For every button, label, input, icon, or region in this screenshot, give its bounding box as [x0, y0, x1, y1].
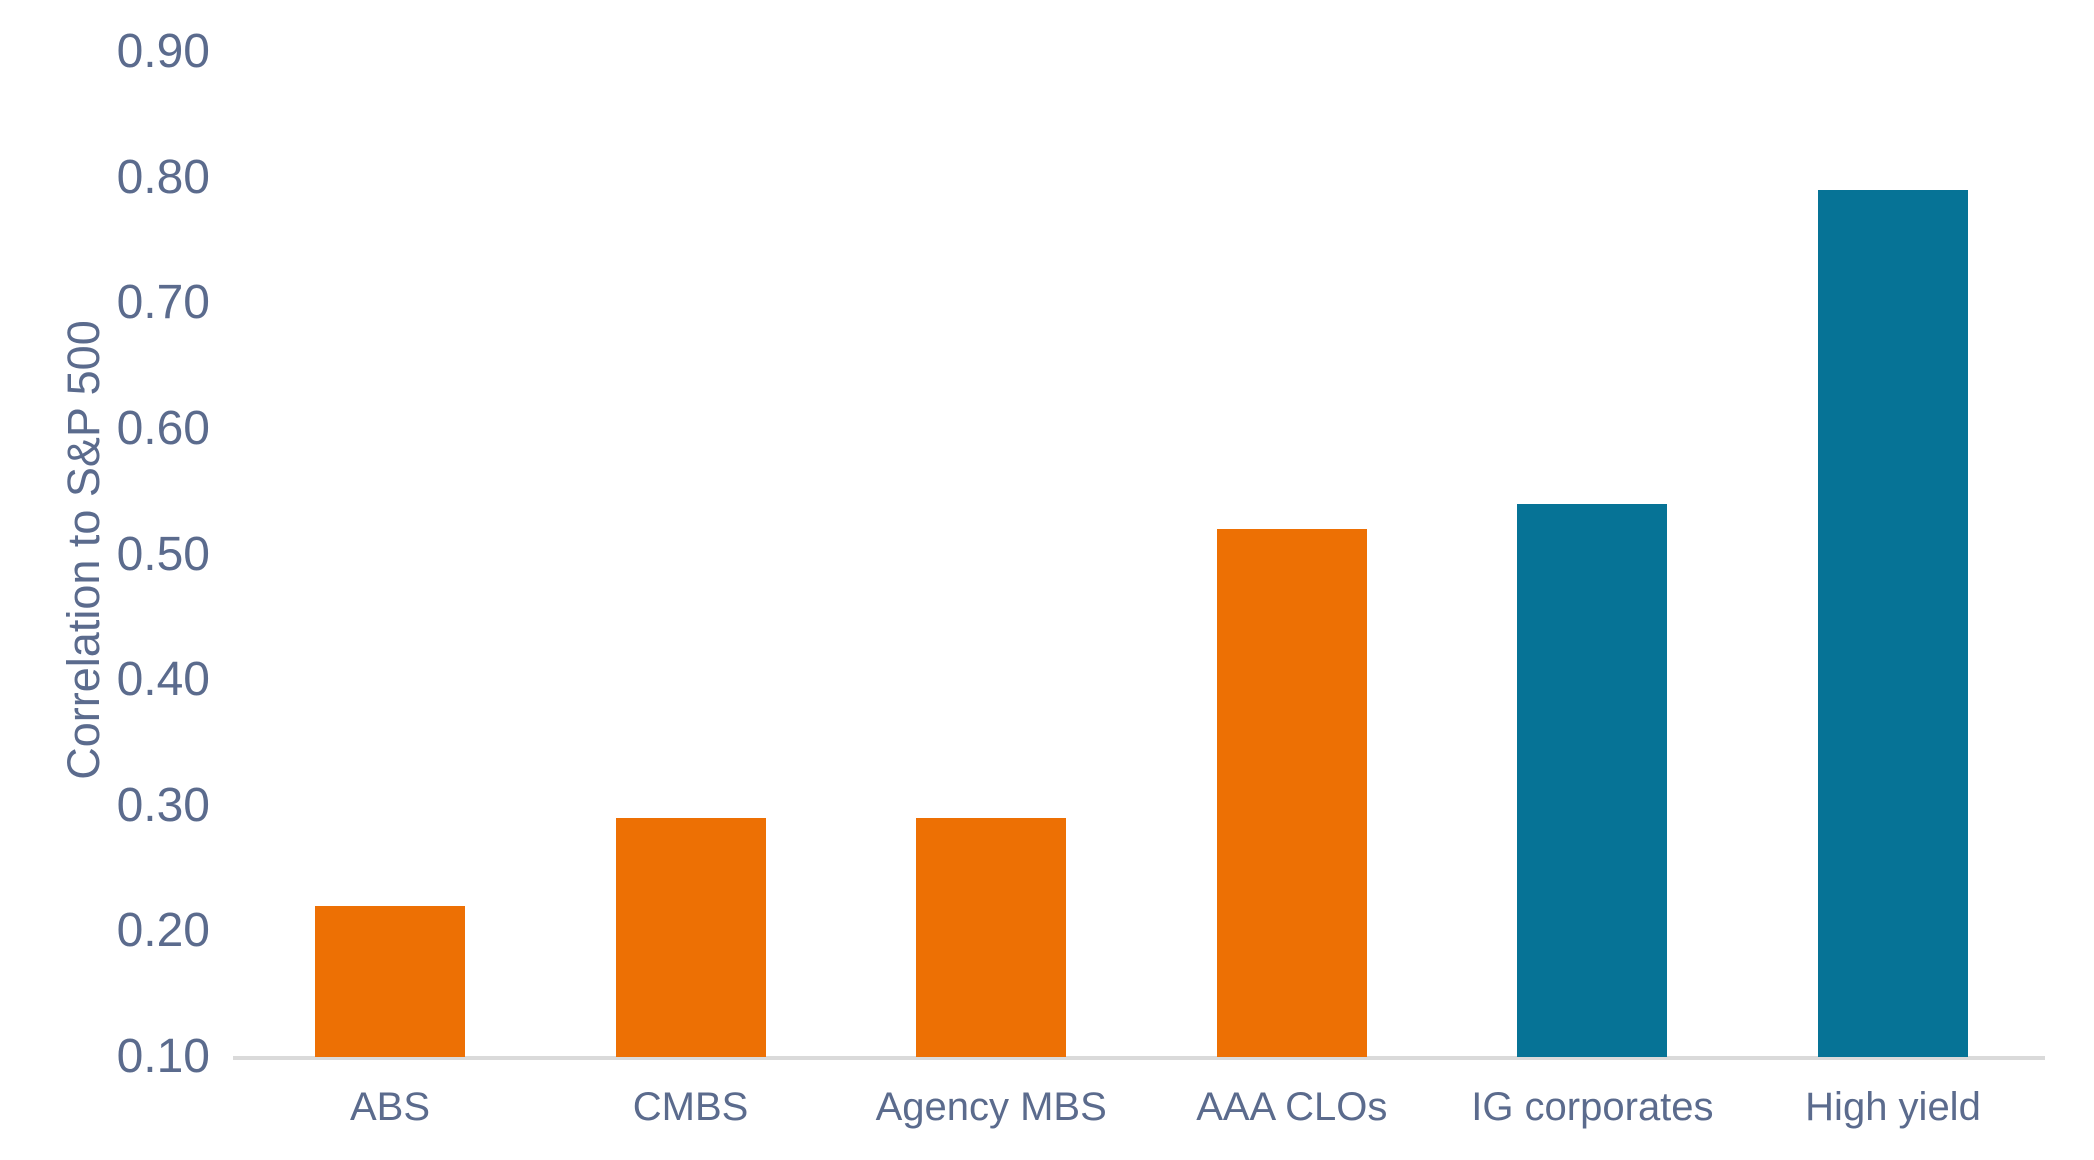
- y-axis-tick-label: 0.80: [116, 150, 210, 204]
- bar-cmbs: [615, 818, 766, 1057]
- x-axis-label: CMBS: [632, 1085, 749, 1129]
- y-axis-tick-label: 0.70: [116, 276, 210, 330]
- bar-aaa-clos: [1216, 529, 1367, 1057]
- x-axis-label: High yield: [1805, 1085, 1981, 1129]
- x-axis-label: IG corporates: [1471, 1085, 1714, 1129]
- y-axis-tick-label: 0.20: [116, 904, 210, 958]
- y-axis-tick-label: 0.40: [116, 653, 210, 707]
- y-axis-tick-label: 0.60: [116, 401, 210, 455]
- x-axis-line: [233, 1056, 2045, 1060]
- x-axis-label: ABS: [349, 1085, 431, 1129]
- x-axis-label: AAA CLOs: [1196, 1085, 1388, 1129]
- bar-abs: [315, 906, 465, 1057]
- bar-high-yield: [1818, 190, 1968, 1057]
- y-axis-tick-label: 0.50: [116, 527, 210, 581]
- y-axis-tick-label: 0.90: [116, 25, 210, 78]
- y-axis-tick-label: 0.30: [116, 778, 210, 832]
- bar-agency-mbs: [916, 818, 1067, 1057]
- x-axis-label: Agency MBS: [875, 1085, 1107, 1129]
- bar-ig-corporates: [1517, 504, 1668, 1057]
- y-axis-tick-label: 0.10: [116, 1030, 210, 1083]
